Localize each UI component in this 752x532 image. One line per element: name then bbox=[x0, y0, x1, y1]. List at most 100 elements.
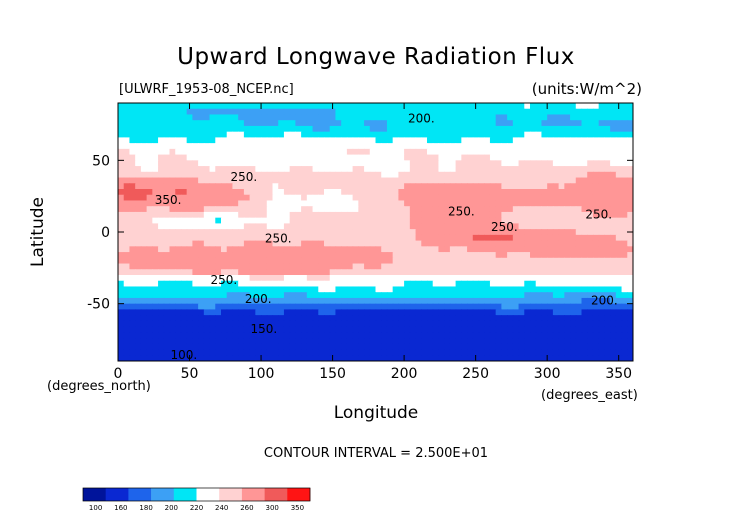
map-cell bbox=[318, 206, 325, 213]
map-cell bbox=[518, 246, 525, 253]
map-cell bbox=[346, 148, 354, 156]
map-cell bbox=[369, 171, 377, 179]
map-cell bbox=[364, 223, 371, 230]
map-cell bbox=[140, 217, 148, 224]
map-cell bbox=[421, 332, 428, 339]
map-cell bbox=[444, 309, 451, 316]
map-cell bbox=[129, 143, 136, 150]
map-cell bbox=[455, 297, 462, 305]
map-cell bbox=[123, 320, 131, 328]
map-cell bbox=[495, 200, 502, 207]
map-cell bbox=[375, 120, 382, 127]
map-cell bbox=[226, 166, 234, 173]
map-cell bbox=[404, 315, 411, 322]
map-cell bbox=[610, 166, 617, 173]
map-cell bbox=[610, 349, 617, 356]
map-cell bbox=[232, 349, 239, 356]
map-cell bbox=[478, 315, 485, 322]
map-cell bbox=[444, 171, 451, 179]
map-cell bbox=[123, 292, 131, 299]
map-cell bbox=[346, 286, 354, 293]
map-cell bbox=[392, 148, 399, 156]
map-cell bbox=[415, 309, 422, 316]
map-cell bbox=[432, 275, 440, 282]
map-cell bbox=[289, 257, 296, 265]
map-cell bbox=[547, 355, 554, 361]
map-cell bbox=[272, 137, 279, 144]
map-cell bbox=[467, 297, 474, 305]
map-cell bbox=[306, 137, 314, 144]
map-cell bbox=[352, 131, 359, 138]
map-cell bbox=[570, 338, 577, 345]
map-cell bbox=[592, 234, 600, 242]
map-cell bbox=[524, 286, 531, 293]
map-cell bbox=[215, 166, 222, 173]
map-cell bbox=[386, 217, 394, 224]
map-cell bbox=[283, 160, 291, 167]
map-cell bbox=[478, 137, 485, 144]
map-cell bbox=[324, 332, 331, 339]
map-cell bbox=[501, 217, 508, 224]
contour-label: 150. bbox=[251, 322, 278, 336]
map-cell bbox=[301, 200, 308, 207]
map-cell bbox=[306, 275, 314, 282]
map-cell bbox=[592, 137, 600, 144]
map-cell bbox=[146, 171, 153, 179]
map-cell bbox=[278, 103, 285, 110]
map-cell bbox=[455, 171, 462, 179]
map-cell bbox=[312, 240, 319, 247]
map-cell bbox=[427, 229, 434, 236]
map-cell bbox=[564, 200, 571, 207]
map-cell bbox=[358, 177, 365, 184]
map-cell bbox=[461, 275, 468, 282]
map-cell bbox=[489, 286, 497, 293]
map-cell bbox=[478, 309, 485, 316]
map-cell bbox=[415, 206, 422, 213]
map-cell bbox=[198, 309, 205, 316]
map-cell bbox=[272, 257, 279, 265]
map-cell bbox=[478, 338, 485, 345]
map-cell bbox=[289, 234, 296, 242]
map-cell bbox=[283, 332, 291, 339]
map-cell bbox=[169, 234, 176, 242]
map-cell bbox=[552, 269, 560, 276]
map-cell bbox=[158, 160, 165, 167]
map-cell bbox=[152, 309, 159, 316]
map-cell bbox=[444, 280, 451, 288]
map-cell bbox=[312, 286, 319, 293]
map-cell bbox=[135, 275, 142, 282]
map-cell bbox=[495, 125, 502, 133]
map-cell bbox=[375, 108, 382, 116]
map-cell bbox=[610, 103, 617, 110]
map-cell bbox=[587, 137, 594, 144]
map-cell bbox=[186, 320, 193, 328]
map-cell bbox=[232, 177, 239, 184]
map-cell bbox=[392, 217, 399, 224]
map-cell bbox=[552, 343, 560, 351]
map-cell bbox=[535, 171, 543, 179]
map-cell bbox=[289, 269, 296, 276]
map-cell bbox=[341, 223, 348, 230]
map-cell bbox=[432, 280, 440, 288]
map-cell bbox=[615, 320, 623, 328]
map-cell bbox=[535, 103, 543, 110]
map-cell bbox=[146, 200, 153, 207]
map-cell bbox=[203, 217, 211, 224]
map-cell bbox=[375, 234, 382, 242]
map-cell bbox=[507, 246, 514, 253]
map-cell bbox=[169, 263, 176, 270]
map-cell bbox=[318, 183, 325, 190]
map-cell bbox=[175, 143, 182, 150]
map-cell bbox=[415, 338, 422, 345]
map-cell bbox=[215, 108, 222, 116]
map-cell bbox=[472, 234, 480, 242]
map-cell bbox=[558, 143, 565, 150]
map-cell bbox=[266, 315, 274, 322]
map-cell bbox=[295, 166, 302, 173]
map-cell bbox=[489, 280, 497, 288]
map-cell bbox=[547, 154, 554, 161]
map-cell bbox=[158, 171, 165, 179]
map-cell bbox=[432, 257, 440, 265]
map-cell bbox=[346, 103, 354, 110]
map-cell bbox=[524, 171, 531, 179]
